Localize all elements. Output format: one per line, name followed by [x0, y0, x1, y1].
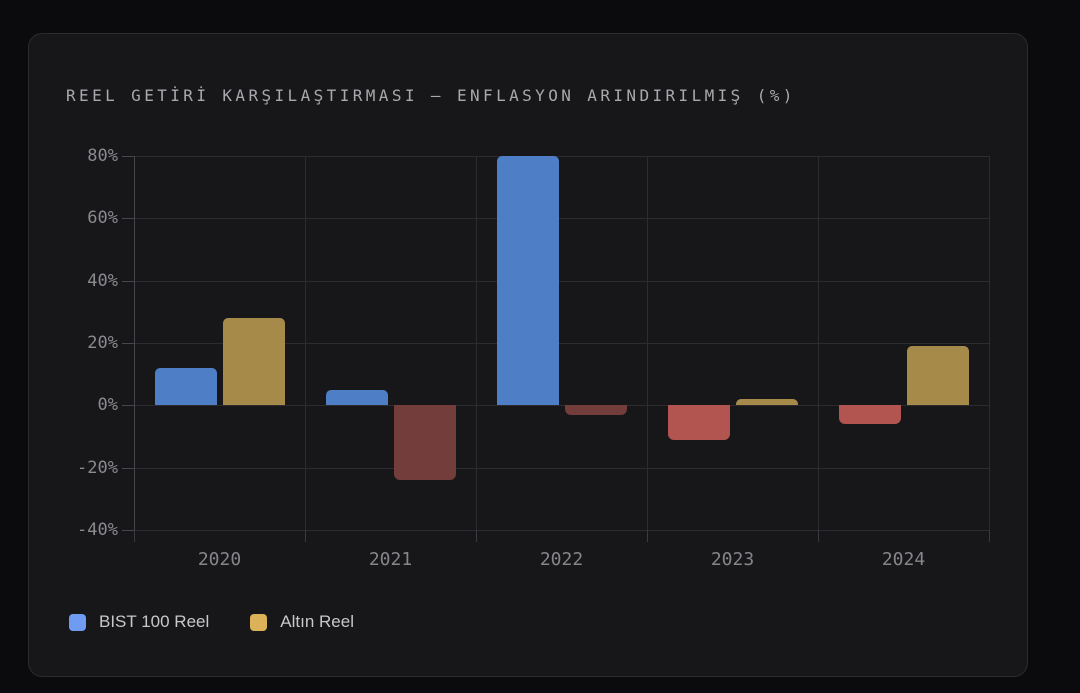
y-gridline — [134, 156, 989, 157]
bar-2021-altın-reel — [393, 405, 456, 481]
legend-item-altın-reel[interactable]: Altın Reel — [250, 612, 354, 632]
legend-label: BIST 100 Reel — [99, 612, 210, 631]
x-tick-mark — [647, 530, 648, 542]
y-tick-mark — [122, 467, 134, 469]
bar-2020-bist-100-reel — [154, 367, 217, 406]
bar-2023-bist-100-reel — [667, 405, 730, 440]
y-axis-label: 40% — [87, 270, 118, 291]
x-tick-mark — [818, 530, 819, 542]
y-tick-mark — [122, 280, 134, 282]
y-gridline — [134, 280, 989, 282]
plot-area: 80% 60% 40% 20% 0% -20% -40% 2020 2021 2022 2023 20… — [77, 147, 990, 570]
y-gridline — [134, 530, 989, 531]
bar-2022-altın-reel — [564, 405, 627, 415]
bar-2020-altın-reel — [222, 318, 285, 406]
x-gridline — [647, 156, 648, 530]
y-axis-line — [134, 156, 135, 530]
x-tick-mark — [476, 530, 477, 542]
bar-2021-bist-100-reel — [325, 389, 388, 406]
bar-2022-bist-100-reel — [496, 156, 559, 406]
x-gridline — [305, 156, 306, 530]
x-axis-label: 2022 — [539, 549, 584, 570]
y-tick-mark — [122, 156, 134, 157]
chart-card: REEL GETİRİ KARŞILAŞTIRMASI — ENFLASYON … — [28, 33, 1028, 677]
y-axis-label: 80% — [87, 146, 118, 166]
x-axis-label: 2020 — [197, 549, 242, 570]
y-tick-mark — [122, 405, 134, 407]
y-axis-label: -40% — [77, 520, 118, 540]
y-gridline — [134, 218, 989, 220]
legend-label: Altın Reel — [280, 612, 354, 631]
y-gridline — [134, 343, 989, 344]
y-axis-label: -20% — [77, 457, 118, 478]
x-axis-label: 2023 — [710, 549, 755, 570]
bar-2024-bist-100-reel — [838, 405, 901, 425]
x-gridline — [989, 156, 990, 530]
chart-title: REEL GETİRİ KARŞILAŞTIRMASI — ENFLASYON … — [66, 86, 796, 105]
legend-swatch-icon — [69, 613, 86, 631]
chart-legend: BIST 100 Reel Altın Reel — [69, 612, 354, 632]
x-axis-label: 2021 — [368, 549, 413, 570]
y-tick-mark — [122, 343, 134, 344]
y-tick-mark — [122, 530, 134, 531]
x-tick-mark — [989, 530, 990, 542]
x-tick-mark — [134, 530, 135, 542]
bar-2023-altın-reel — [735, 399, 798, 406]
legend-item-bist-100-reel[interactable]: BIST 100 Reel — [69, 612, 209, 632]
y-axis-label: 0% — [97, 395, 118, 416]
x-tick-mark — [305, 530, 306, 542]
bar-2024-altın-reel — [906, 346, 969, 406]
x-gridline — [818, 156, 819, 530]
x-gridline — [476, 156, 477, 530]
x-axis-label: 2024 — [881, 549, 926, 570]
y-gridline — [134, 405, 989, 407]
y-tick-mark — [122, 218, 134, 220]
legend-swatch-icon — [250, 613, 268, 631]
y-axis-label: 20% — [87, 333, 118, 353]
y-axis-label: 60% — [87, 208, 118, 229]
y-gridline — [134, 467, 989, 469]
